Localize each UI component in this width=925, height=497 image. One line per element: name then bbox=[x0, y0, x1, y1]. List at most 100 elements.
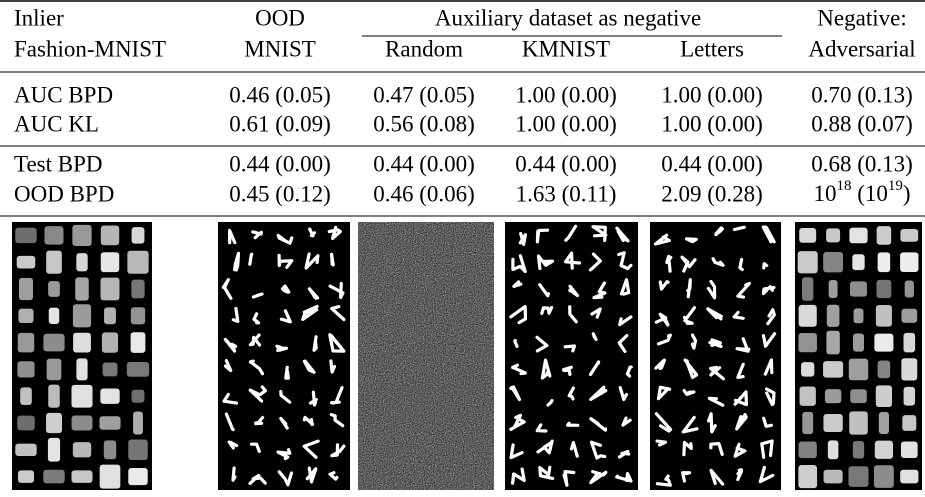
glyph-stroke bbox=[680, 255, 697, 273]
glyph-stroke bbox=[762, 416, 773, 428]
glyph-stroke bbox=[733, 442, 747, 458]
glyph-stroke bbox=[589, 470, 608, 485]
glyph-stroke bbox=[301, 304, 319, 321]
thumbnail bbox=[131, 227, 145, 244]
glyph-stroke bbox=[619, 278, 631, 296]
glyph-stroke bbox=[617, 334, 629, 353]
glyph-stroke bbox=[618, 386, 629, 402]
glyph-stroke bbox=[279, 390, 292, 404]
glyph-stroke bbox=[760, 439, 774, 459]
glyph-stroke bbox=[284, 365, 290, 380]
cell-value: 1.63 (0.11) bbox=[516, 181, 617, 206]
glyph-stroke bbox=[709, 365, 725, 381]
thumbnail bbox=[799, 227, 817, 243]
glyph-stroke bbox=[681, 471, 692, 483]
glyph-stroke bbox=[564, 251, 581, 270]
header-col: Adversarial bbox=[808, 36, 915, 61]
glyph-stroke bbox=[615, 472, 633, 483]
thumbnail bbox=[43, 469, 65, 484]
glyph-stroke bbox=[252, 312, 261, 325]
glyph-stroke bbox=[562, 470, 576, 487]
glyph-stroke bbox=[277, 253, 294, 269]
glyph-stroke bbox=[682, 306, 696, 325]
thumbnail bbox=[877, 360, 891, 379]
cell-value: 1.00 (0.00) bbox=[661, 111, 763, 136]
glyph-stroke bbox=[592, 281, 607, 300]
glyph-stroke bbox=[304, 252, 320, 270]
glyph-stroke bbox=[736, 468, 744, 482]
thumbnail bbox=[874, 440, 894, 459]
glyph-stroke bbox=[538, 283, 550, 298]
image-panel bbox=[358, 222, 494, 490]
glyph-stroke bbox=[513, 338, 519, 348]
cell-value: 0.44 (0.00) bbox=[515, 151, 617, 176]
header-col: Random bbox=[385, 36, 463, 61]
glyph-stroke bbox=[535, 423, 548, 433]
thumbnail bbox=[46, 412, 62, 434]
glyph-stroke bbox=[654, 312, 670, 327]
thumbnail bbox=[20, 387, 32, 405]
thumbnail bbox=[72, 224, 92, 246]
glyph-stroke bbox=[618, 315, 633, 327]
glyph-stroke bbox=[277, 470, 294, 487]
glyph-stroke bbox=[302, 415, 315, 426]
glyph-stroke bbox=[305, 466, 318, 484]
thumbnail bbox=[798, 465, 818, 489]
cell-value: 0.45 (0.12) bbox=[229, 181, 331, 206]
thumbnail bbox=[48, 281, 60, 297]
glyph-stroke bbox=[536, 254, 555, 271]
image-panel bbox=[218, 222, 350, 490]
glyph-stroke bbox=[590, 307, 602, 319]
glyph-stroke bbox=[735, 413, 748, 431]
thumbnail bbox=[797, 251, 818, 274]
glyph-stroke bbox=[588, 360, 601, 377]
thumbnail bbox=[72, 442, 92, 458]
thumbnail bbox=[823, 361, 844, 378]
glyph-stroke bbox=[233, 251, 241, 272]
thumbnail bbox=[100, 252, 120, 273]
thumbnail bbox=[826, 304, 840, 327]
thumbnail bbox=[826, 228, 841, 243]
glyph-stroke bbox=[684, 237, 698, 244]
image-panel bbox=[795, 222, 922, 490]
thumbnail bbox=[104, 307, 116, 325]
glyph-stroke bbox=[706, 307, 723, 321]
glyph-stroke bbox=[681, 415, 699, 434]
glyph-stroke bbox=[251, 292, 264, 299]
thumbnail bbox=[823, 469, 843, 484]
glyph-stroke bbox=[732, 225, 746, 232]
thumbnail bbox=[852, 333, 865, 352]
glyph-stroke bbox=[546, 399, 554, 407]
glyph-stroke bbox=[509, 305, 528, 325]
glyph-stroke bbox=[655, 474, 672, 487]
glyph-stroke bbox=[709, 442, 724, 456]
thumbnail bbox=[850, 389, 867, 404]
thumbnail bbox=[876, 226, 892, 245]
glyph-stroke bbox=[248, 473, 267, 485]
glyph-stroke bbox=[231, 306, 240, 323]
glyph-stroke bbox=[654, 412, 673, 433]
thumbnail bbox=[46, 358, 62, 381]
glyph-stroke bbox=[509, 413, 526, 431]
thumbnail bbox=[72, 304, 92, 328]
panel-background bbox=[218, 222, 350, 490]
thumbnail bbox=[802, 277, 814, 301]
thumbnail bbox=[826, 330, 840, 355]
thumbnail bbox=[131, 389, 145, 403]
cell-value: 0.46 (0.05) bbox=[229, 82, 331, 107]
glyph-stroke bbox=[589, 385, 608, 401]
glyph-stroke bbox=[279, 416, 289, 430]
row-label: OOD BPD bbox=[14, 181, 114, 206]
glyph-stroke bbox=[708, 338, 723, 349]
thumbnail bbox=[71, 415, 93, 431]
glyph-stroke bbox=[535, 228, 550, 244]
cell-value: 0.44 (0.00) bbox=[229, 151, 331, 176]
glyph-stroke bbox=[732, 310, 745, 320]
thumbnail bbox=[900, 441, 918, 459]
thumbnail bbox=[128, 439, 148, 461]
header-dataset: Fashion-MNIST bbox=[14, 36, 166, 61]
thumbnail bbox=[18, 308, 34, 323]
glyph-stroke bbox=[654, 358, 667, 370]
glyph-stroke bbox=[711, 257, 725, 267]
